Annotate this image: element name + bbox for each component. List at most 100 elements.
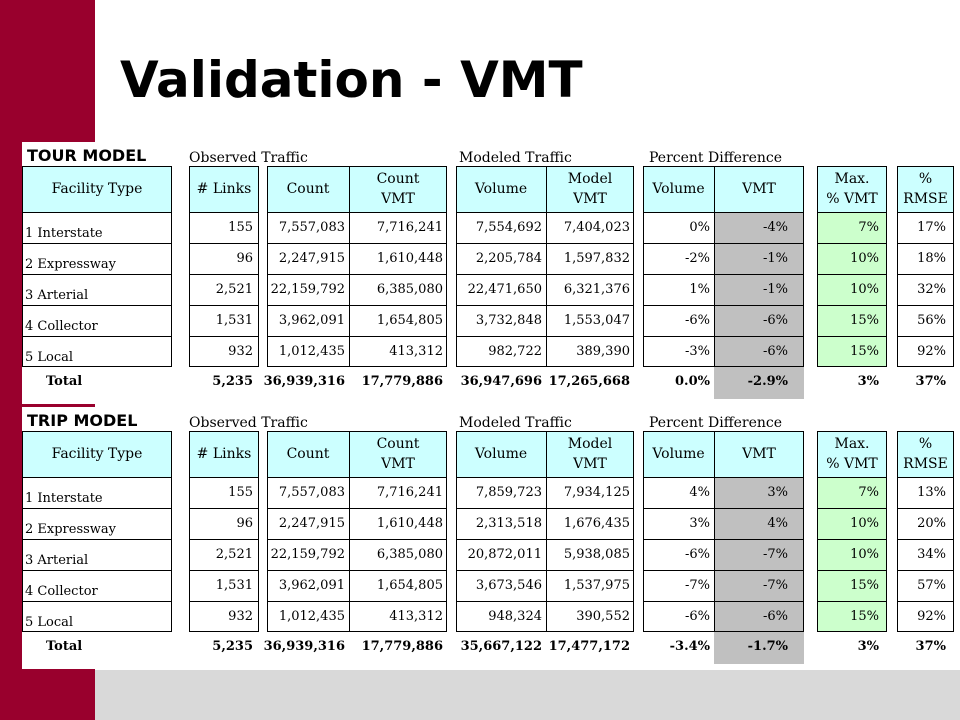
rmse-column-box xyxy=(897,166,954,367)
pct-header-divider xyxy=(643,477,804,478)
obs-row-divider xyxy=(267,601,447,602)
links-cell: 2,521 xyxy=(215,282,253,297)
mod-row-divider xyxy=(456,570,634,571)
obs-row-divider xyxy=(267,243,447,244)
facility-row-divider xyxy=(22,274,172,275)
tour-section-label: TOUR MODEL xyxy=(27,146,147,165)
mod-column-divider xyxy=(546,166,547,367)
volume-cell: 22,471,650 xyxy=(467,282,542,297)
links-row-divider xyxy=(189,243,259,244)
obs-header-divider xyxy=(267,212,447,213)
model-vmt-cell: 1,676,435 xyxy=(563,516,630,531)
max-vmt-header-line-1: Max. xyxy=(834,170,870,187)
facility-name: 3 Arterial xyxy=(25,553,89,568)
count-vmt-cell: 1,610,448 xyxy=(376,516,443,531)
rmse-row-divider xyxy=(897,336,954,337)
pct-volume-cell: 4% xyxy=(689,485,710,500)
facility-header-divider xyxy=(22,212,172,213)
total-volume: 35,667,122 xyxy=(460,639,542,654)
model-vmt-cell: 1,553,047 xyxy=(563,313,630,328)
facility-type-header: Facility Type xyxy=(22,431,172,477)
obs-row-divider xyxy=(267,508,447,509)
pct-header-divider xyxy=(643,212,804,213)
pct-row-divider xyxy=(643,274,804,275)
page-title: Validation - VMT xyxy=(120,51,583,109)
pct-row-divider xyxy=(643,243,804,244)
count-cell: 1,012,435 xyxy=(278,344,345,359)
facility-row-divider xyxy=(22,601,172,602)
total-max-vmt: 3% xyxy=(857,639,879,654)
obs-column-divider xyxy=(349,431,350,632)
pct-vmt-cell: -7% xyxy=(762,547,788,562)
count-cell: 2,247,915 xyxy=(278,516,345,531)
pct-vmt-header: VMT xyxy=(714,431,804,477)
total-pct-vmt: -2.9% xyxy=(747,374,788,389)
pct-volume-cell: -6% xyxy=(684,313,710,328)
mod-row-divider xyxy=(456,243,634,244)
max-vmt-header-line-2: % VMT xyxy=(826,456,878,472)
total-links: 5,235 xyxy=(212,374,253,389)
pct-column-divider xyxy=(714,431,715,632)
count-cell: 22,159,792 xyxy=(270,547,345,562)
facility-name: 1 Interstate xyxy=(25,491,103,506)
max-vmt-cell: 10% xyxy=(850,251,879,266)
pct-column-box xyxy=(643,166,804,367)
volume-cell: 3,732,848 xyxy=(475,313,542,328)
model-vmt-cell: 389,390 xyxy=(576,344,630,359)
count-cell: 7,557,083 xyxy=(278,485,345,500)
max-vmt-cell: 10% xyxy=(850,282,879,297)
links-row-divider xyxy=(189,570,259,571)
obs-column-divider xyxy=(349,166,350,367)
links-cell: 932 xyxy=(228,609,253,624)
max-row-divider xyxy=(817,274,887,275)
pct-row-divider xyxy=(643,336,804,337)
pct-volume-header: Volume xyxy=(643,431,714,477)
rmse-cell: 34% xyxy=(917,547,946,562)
count-cell: 22,159,792 xyxy=(270,282,345,297)
rmse-row-divider xyxy=(897,601,954,602)
count-vmt-cell: 1,654,805 xyxy=(376,578,443,593)
rmse-row-divider xyxy=(897,508,954,509)
links-cell: 1,531 xyxy=(215,578,253,593)
obs-row-divider xyxy=(267,274,447,275)
max-vmt-cell: 10% xyxy=(850,516,879,531)
pct-vmt-cell: -6% xyxy=(762,344,788,359)
obs-column-box xyxy=(267,166,447,367)
facility-name: 2 Expressway xyxy=(25,257,117,272)
total-rmse: 37% xyxy=(915,374,946,389)
count-cell: 1,012,435 xyxy=(278,609,345,624)
links-cell: 96 xyxy=(236,251,253,266)
rmse-header: % RMSE xyxy=(897,431,954,477)
links-cell: 155 xyxy=(228,485,253,500)
links-row-divider xyxy=(189,539,259,540)
pct-row-divider xyxy=(643,539,804,540)
count-vmt-header-line-1: Count xyxy=(376,435,420,452)
total-pct-volume: -3.4% xyxy=(669,639,710,654)
rmse-column-box xyxy=(897,431,954,632)
pct-vmt-cell: 3% xyxy=(767,485,788,500)
facility-name: 4 Collector xyxy=(25,319,98,334)
pct-column-box xyxy=(643,431,804,632)
count-vmt-cell: 1,654,805 xyxy=(376,313,443,328)
model-vmt-header-line-2: VMT xyxy=(573,191,607,207)
links-cell: 96 xyxy=(236,516,253,531)
mod-column-divider xyxy=(546,431,547,632)
obs-column-box xyxy=(267,431,447,632)
max-vmt-header-line-2: % VMT xyxy=(826,191,878,207)
percent-difference-label: Percent Difference xyxy=(649,415,783,431)
percent-difference-label: Percent Difference xyxy=(649,150,783,166)
pct-vmt-cell: -1% xyxy=(762,251,788,266)
volume-cell: 20,872,011 xyxy=(467,547,542,562)
pct-volume-cell: 0% xyxy=(689,220,710,235)
volume-header: Volume xyxy=(456,166,546,212)
links-cell: 1,531 xyxy=(215,313,253,328)
obs-row-divider xyxy=(267,539,447,540)
model-vmt-header-line-2: VMT xyxy=(573,456,607,472)
rmse-row-divider xyxy=(897,539,954,540)
max-vmt-cell: 7% xyxy=(858,220,879,235)
max-row-divider xyxy=(817,336,887,337)
facility-column-box xyxy=(22,431,172,632)
links-cell: 155 xyxy=(228,220,253,235)
links-row-divider xyxy=(189,601,259,602)
mod-row-divider xyxy=(456,508,634,509)
